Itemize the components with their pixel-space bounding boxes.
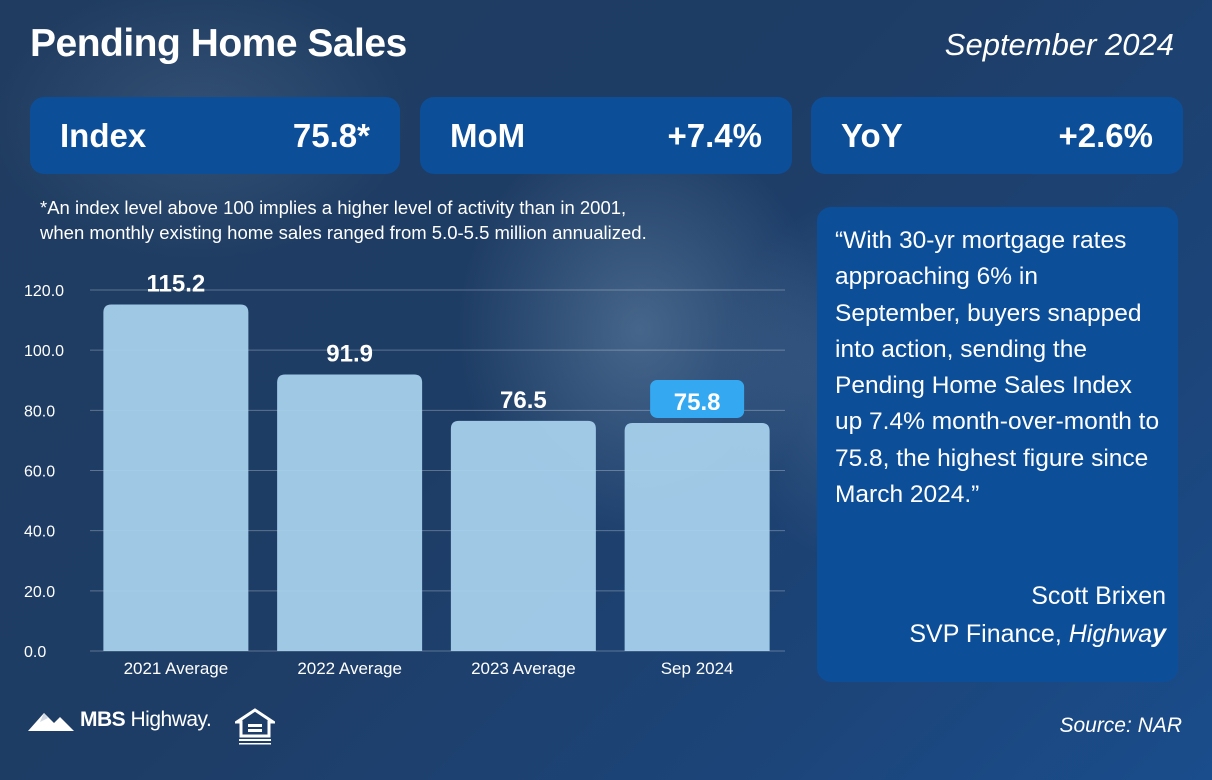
- quote-company: Highway: [1069, 620, 1166, 648]
- kpi-mom-label: MoM: [450, 116, 526, 154]
- data-label: 91.9: [326, 341, 373, 368]
- footnote-line-1: *An index level above 100 implies a high…: [40, 197, 627, 218]
- bar-chart: 0.0 20.0 40.0 60.0 80.0 100.0 120.0 2021 Averag…: [24, 270, 785, 678]
- mbs-highway-logo: MBS Highway.: [28, 708, 212, 732]
- quote-attribution: Scott Brixen SVP Finance, Highway: [909, 577, 1166, 653]
- logo-bold: MBS: [80, 708, 126, 731]
- y-tick-label: 40.0: [24, 524, 55, 541]
- bar: [277, 374, 423, 651]
- quote-role-title: SVP Finance,: [909, 620, 1069, 648]
- y-tick-label: 80.0: [24, 403, 55, 420]
- x-tick-label: 2021 Average: [124, 659, 229, 678]
- kpi-yoy-card: YoY +2.6%: [811, 97, 1183, 174]
- footnote-line-2: when monthly existing home sales ranged …: [40, 222, 647, 243]
- data-label: 75.8: [674, 389, 721, 416]
- y-tick-label: 60.0: [24, 464, 55, 481]
- bar: [103, 304, 249, 651]
- kpi-mom-card: MoM +7.4%: [420, 97, 792, 174]
- kpi-index-value: 75.8*: [292, 116, 370, 154]
- bar: [450, 420, 596, 651]
- data-label: 76.5: [500, 387, 547, 414]
- kpi-yoy-value: +2.6%: [1058, 116, 1154, 154]
- x-tick-label: 2022 Average: [297, 659, 402, 678]
- kpi-mom-value: +7.4%: [667, 116, 763, 154]
- x-tick-label: 2023 Average: [471, 659, 576, 678]
- x-tick-label: Sep 2024: [661, 659, 734, 678]
- logo-wordmark: MBS Highway.: [80, 708, 212, 732]
- quote-company-end: y: [1152, 620, 1166, 648]
- kpi-index-card: Index 75.8*: [30, 97, 400, 174]
- equal-housing-icon: [235, 708, 275, 745]
- data-label: 115.2: [147, 270, 206, 297]
- index-footnote: *An index level above 100 implies a high…: [40, 195, 647, 245]
- bar: [624, 422, 770, 651]
- quote-panel: “With 30-yr mortgage rates approaching 6…: [817, 207, 1178, 682]
- page-title: Pending Home Sales: [30, 22, 407, 65]
- quote-company-start: Highwa: [1068, 620, 1153, 648]
- logo-rest: Highway.: [125, 708, 212, 731]
- quote-text: “With 30-yr mortgage rates approaching 6…: [835, 227, 1160, 509]
- kpi-yoy-label: YoY: [841, 116, 903, 154]
- y-tick-label: 100.0: [24, 343, 64, 360]
- y-tick-label: 120.0: [24, 283, 64, 300]
- quote-role: SVP Finance, Highway: [909, 615, 1166, 653]
- highlight-badge: [650, 379, 745, 418]
- y-tick-label: 0.0: [24, 644, 46, 661]
- mountain-icon: [28, 713, 74, 731]
- report-date: September 2024: [944, 27, 1174, 62]
- source-label: Source: NAR: [1059, 714, 1182, 737]
- y-tick-label: 20.0: [24, 584, 55, 601]
- quote-author: Scott Brixen: [1031, 582, 1166, 610]
- kpi-index-label: Index: [60, 116, 147, 154]
